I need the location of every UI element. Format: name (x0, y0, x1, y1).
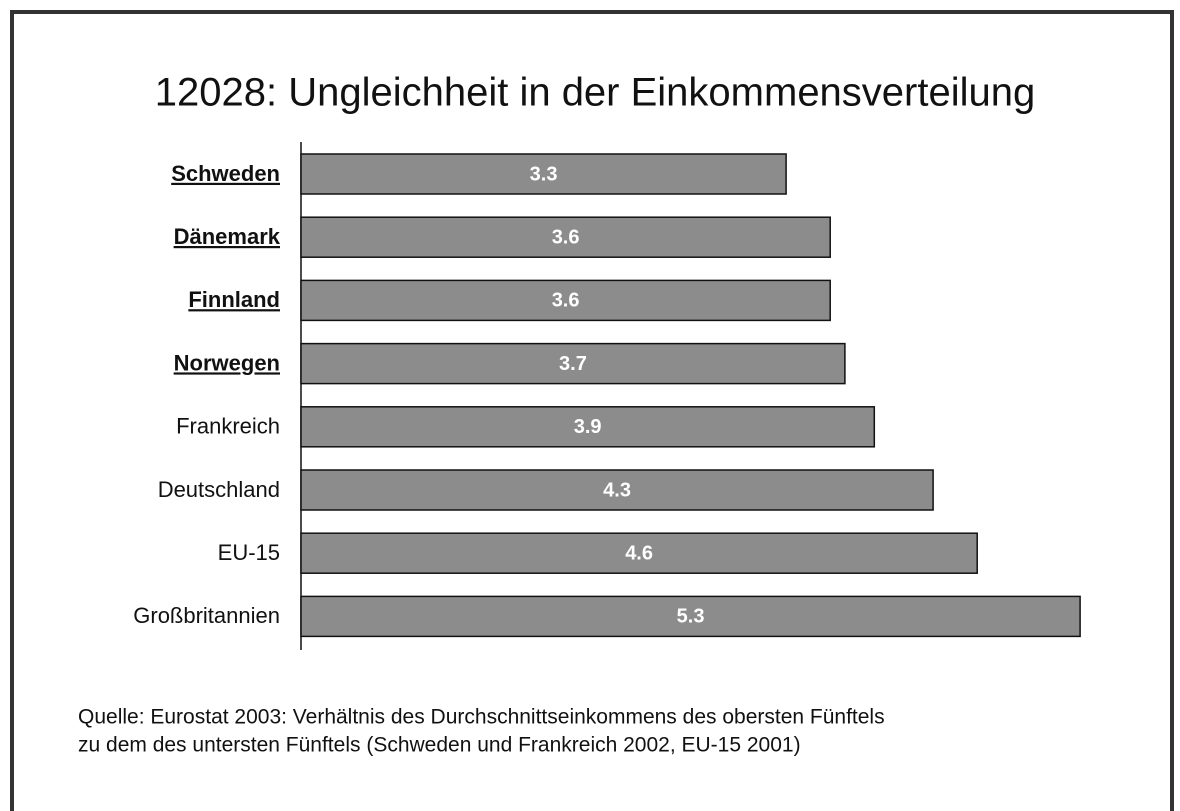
bar (300, 342, 846, 385)
y-tick-label: Norwegen (174, 350, 280, 375)
bar (300, 595, 1081, 638)
chart-title: 12028: Ungleichheit in der Einkommensver… (155, 71, 1036, 115)
y-tick-label: Frankreich (176, 414, 280, 439)
bar (300, 406, 876, 448)
source-note: Quelle: Eurostat 2003: Verhältnis des Du… (78, 706, 885, 729)
value-label: 3.6 (552, 226, 580, 248)
value-label: 4.3 (603, 479, 631, 501)
bar (300, 532, 978, 574)
bar (300, 279, 831, 322)
y-tick-label: Großbritannien (133, 603, 280, 628)
value-label: 3.3 (530, 163, 558, 185)
bar (300, 216, 831, 258)
y-tick-label: EU-15 (218, 540, 280, 565)
value-label: 4.6 (625, 542, 653, 564)
bar (300, 469, 934, 511)
y-tick-label: Finnland (188, 287, 280, 312)
value-label: 5.3 (677, 606, 705, 628)
value-label: 3.9 (574, 416, 602, 438)
value-label: 3.6 (552, 290, 580, 312)
frame (10, 10, 1174, 811)
y-tick-label: Deutschland (158, 477, 280, 502)
bar (300, 153, 787, 195)
y-tick-label: Dänemark (174, 224, 281, 249)
y-tick-label: Schweden (171, 161, 280, 186)
value-label: 3.7 (559, 353, 587, 375)
source-note: zu dem des untersten Fünftels (Schweden … (78, 734, 801, 757)
